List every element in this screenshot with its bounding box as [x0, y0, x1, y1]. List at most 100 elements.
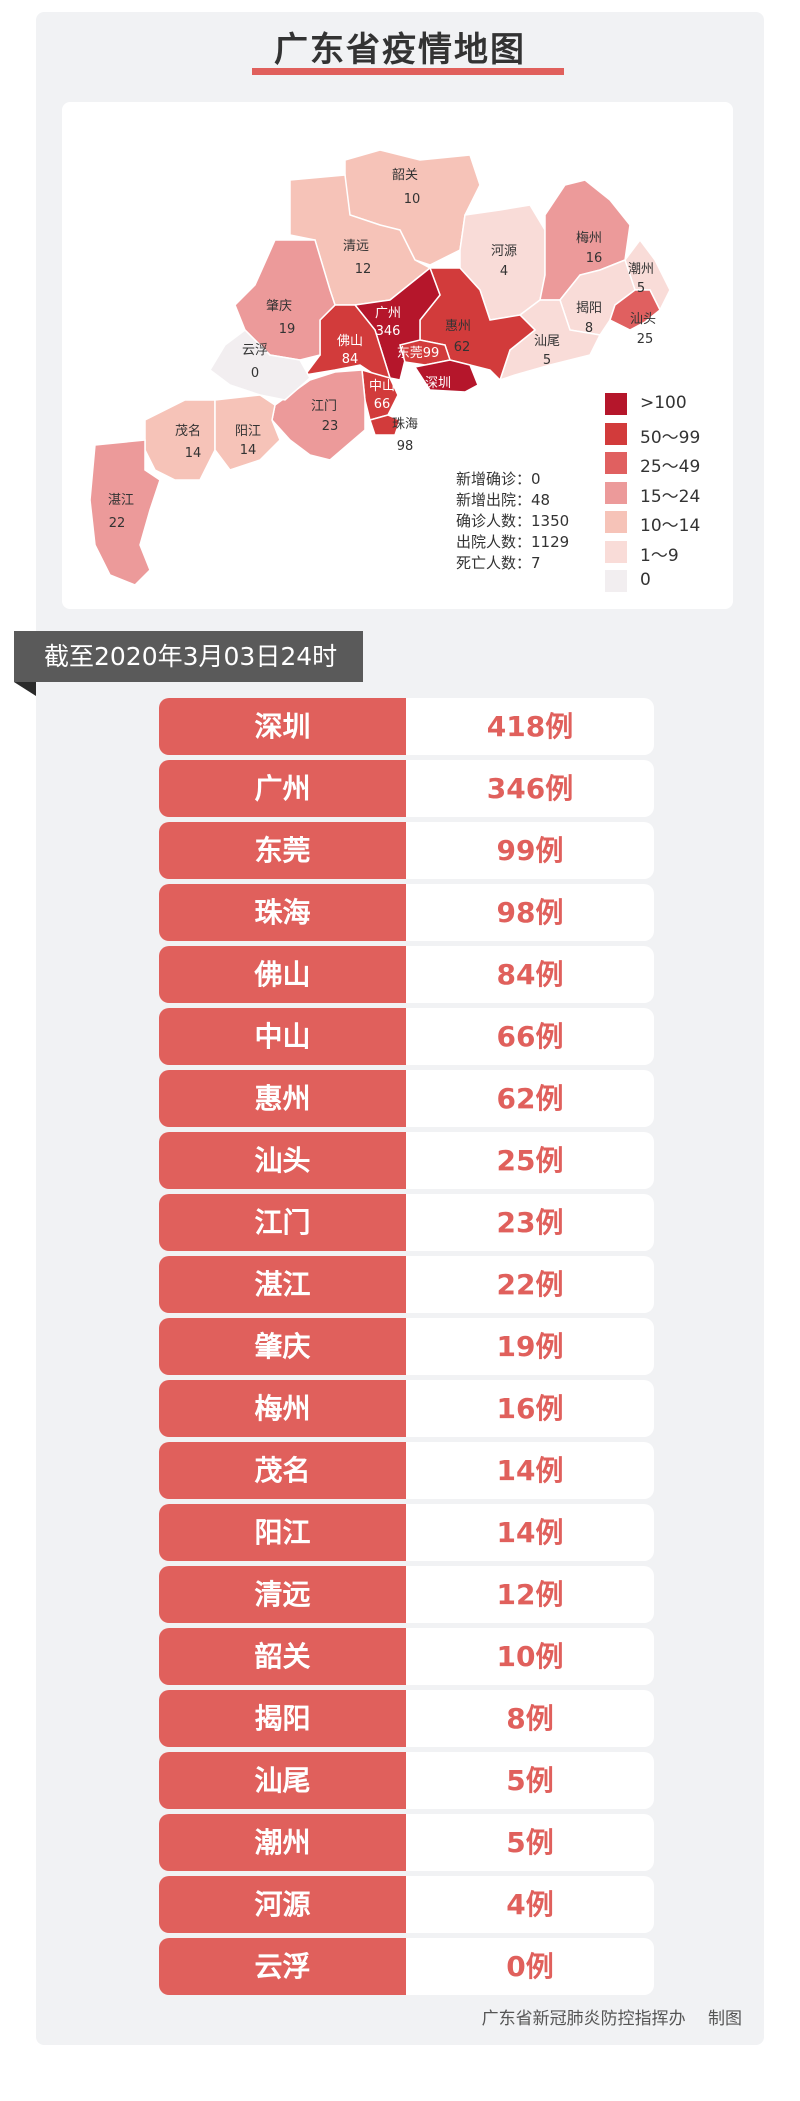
region-count-label: 10 — [404, 192, 421, 207]
table-row: 清远 12例 — [159, 1566, 654, 1623]
legend-label: 10～14 — [640, 516, 701, 536]
footer-credit: 广东省新冠肺炎防控指挥办 制图 — [481, 2009, 742, 2029]
city-name: 广州 — [159, 760, 406, 817]
region-name-label: 阳江 — [235, 424, 261, 439]
legend-label: 25～49 — [640, 457, 701, 477]
region-count-label: 14 — [185, 446, 202, 461]
case-count: 98例 — [496, 896, 564, 929]
case-count: 10例 — [496, 1640, 564, 1673]
table-row: 韶关 10例 — [159, 1628, 654, 1685]
city-name: 珠海 — [159, 884, 406, 941]
legend-swatch — [605, 481, 627, 504]
legend-swatch — [605, 570, 627, 592]
region-count-label: 0 — [251, 366, 259, 381]
region-count-label: 66 — [374, 397, 391, 412]
region-name-label: 云浮 — [242, 343, 268, 358]
region-name-label: 茂名 — [175, 423, 201, 439]
map-region — [369, 414, 401, 436]
case-count: 99例 — [496, 834, 564, 867]
case-count: 346例 — [486, 772, 574, 805]
table-row: 中山 66例 — [159, 1008, 654, 1065]
city-name: 佛山 — [159, 946, 406, 1003]
city-name: 汕头 — [159, 1132, 406, 1189]
table-row: 汕尾 5例 — [159, 1752, 654, 1809]
region-count-label: 346 — [376, 324, 401, 339]
legend-swatch — [605, 511, 627, 533]
city-name: 东莞 — [159, 822, 406, 879]
table-row: 东莞 99例 — [159, 822, 654, 879]
table-row: 珠海 98例 — [159, 884, 654, 941]
region-count-label: 12 — [355, 262, 372, 277]
map-region — [271, 369, 366, 461]
case-count: 14例 — [496, 1454, 564, 1487]
region-name-label: 中山 — [369, 379, 395, 394]
region-name-label: 清远 — [343, 239, 369, 254]
case-count: 5例 — [506, 1764, 554, 1797]
legend-swatch — [605, 540, 627, 563]
legend-label: 50～99 — [640, 427, 701, 448]
city-name: 揭阳 — [159, 1690, 406, 1747]
case-count: 62例 — [496, 1082, 564, 1115]
banner-fold — [14, 682, 36, 696]
map-region — [609, 289, 661, 331]
case-count: 84例 — [496, 958, 564, 991]
case-count: 0例 — [506, 1950, 554, 1983]
case-count: 22例 — [496, 1268, 564, 1301]
table-row: 佛山 84例 — [159, 946, 654, 1003]
table-row: 梅州 16例 — [159, 1380, 654, 1437]
region-name-label: 江门 — [311, 399, 337, 414]
region-count-label: 84 — [342, 352, 359, 367]
stat-line: 新增确诊：0 — [456, 470, 541, 488]
stat-line: 出院人数：1129 — [456, 533, 570, 551]
guangdong-map: 韶关 10 清远 12 河源 4 梅州 16 潮州 5 揭阳 8 汕头 25 汕尾 5 惠州 62 广州 346 东莞9… — [89, 149, 671, 586]
map-region — [89, 439, 161, 586]
map-region — [413, 359, 479, 393]
case-count: 66例 — [496, 1020, 564, 1053]
region-count-label: 25 — [637, 332, 654, 347]
table-row: 深圳 418例 — [159, 698, 654, 755]
map-region — [234, 239, 336, 361]
case-count: 5例 — [506, 1826, 554, 1859]
city-name: 汕尾 — [159, 1752, 406, 1809]
case-count: 14例 — [496, 1516, 564, 1549]
city-name: 潮州 — [159, 1814, 406, 1871]
table-row: 汕头 25例 — [159, 1132, 654, 1189]
region-count-label: 23 — [322, 419, 339, 434]
region-count-label: 418 — [426, 396, 451, 411]
stat-line: 新增出院：48 — [456, 491, 551, 509]
city-name: 阳江 — [159, 1504, 406, 1561]
legend-swatch — [605, 422, 627, 445]
region-name-label: 潮州 — [628, 262, 654, 277]
map-region — [144, 399, 216, 481]
table-row: 阳江 14例 — [159, 1504, 654, 1561]
table-row: 湛江 22例 — [159, 1256, 654, 1313]
city-name: 韶关 — [159, 1628, 406, 1685]
region-name-label: 湛江 — [108, 493, 134, 508]
case-count: 12例 — [496, 1578, 564, 1611]
table-row: 揭阳 8例 — [159, 1690, 654, 1747]
city-name: 肇庆 — [159, 1318, 406, 1375]
region-name-label: 深圳 — [425, 376, 451, 391]
legend-label: 1～9 — [640, 545, 679, 566]
city-name: 江门 — [159, 1194, 406, 1251]
region-name-label: 惠州 — [445, 319, 471, 334]
table-row: 河源 4例 — [159, 1876, 654, 1933]
legend-label: 15～24 — [640, 486, 701, 507]
region-name-label: 河源 — [491, 244, 517, 259]
region-count-label: 19 — [279, 322, 296, 337]
title-underline — [252, 68, 564, 75]
city-name: 梅州 — [159, 1380, 406, 1437]
region-count-label: 5 — [637, 281, 645, 296]
city-name: 深圳 — [159, 698, 406, 755]
city-name: 清远 — [159, 1566, 406, 1623]
case-count: 4例 — [506, 1888, 554, 1921]
date-banner: 截至2020年3月03日24时 — [14, 631, 363, 682]
region-name-label: 肇庆 — [266, 299, 292, 314]
stat-line: 死亡人数：7 — [456, 554, 541, 572]
table-row: 肇庆 19例 — [159, 1318, 654, 1375]
table-row: 茂名 14例 — [159, 1442, 654, 1499]
region-count-label: 62 — [454, 340, 471, 355]
region-count-label: 16 — [586, 251, 603, 266]
region-name-label: 东莞99 — [397, 346, 440, 361]
region-count-label: 8 — [585, 321, 593, 336]
